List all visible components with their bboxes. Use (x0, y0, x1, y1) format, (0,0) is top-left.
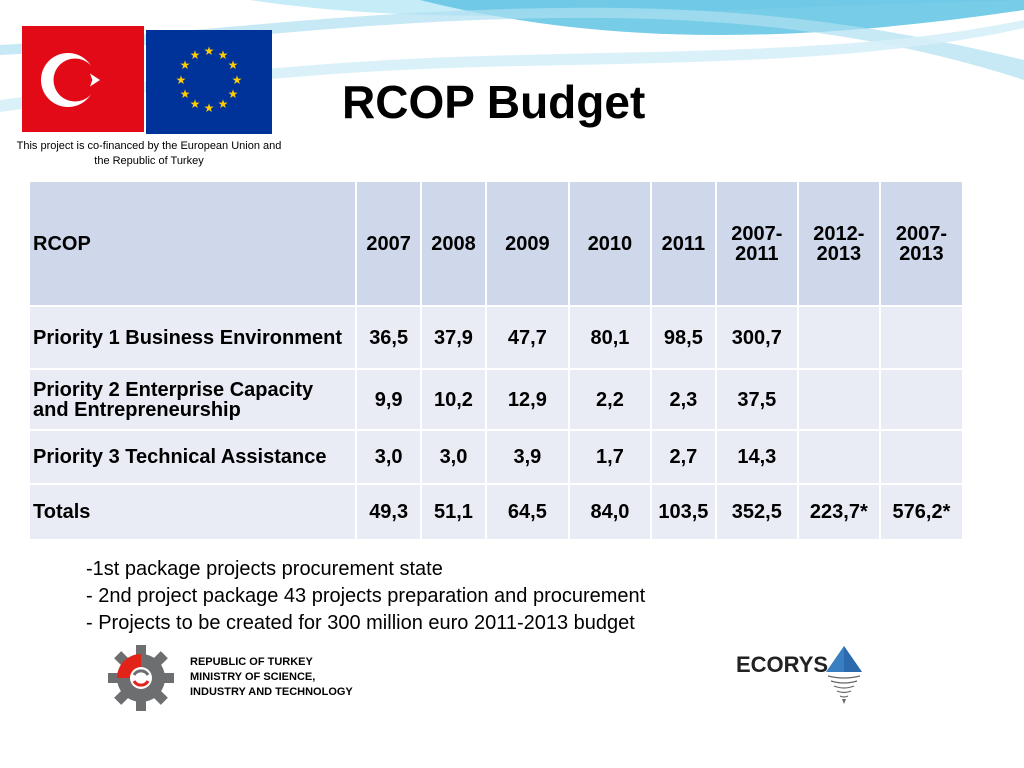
svg-text:★: ★ (232, 73, 243, 87)
budget-table: RCOP 2007 2008 2009 2010 2011 2007-2011 … (28, 180, 964, 541)
row-label: Priority 1 Business Environment (30, 307, 356, 368)
svg-text:★: ★ (204, 101, 215, 115)
slide-title: RCOP Budget (342, 76, 646, 128)
note-item: -1st package projects procurement state (86, 558, 443, 580)
table-cell (880, 370, 962, 429)
header-cell: 2009 (486, 182, 568, 305)
cofinance-text: This project is co-financed by the Europ… (16, 140, 282, 167)
ministry-line: REPUBLIC OF TURKEY (190, 656, 313, 668)
header-cell: 2011 (651, 182, 715, 305)
table-cell: 103,5 (651, 485, 715, 539)
header-cell: RCOP (30, 182, 356, 305)
svg-text:★: ★ (190, 97, 201, 111)
ministry-line: MINISTRY OF SCIENCE, (190, 671, 316, 683)
row-label: Totals (30, 485, 356, 539)
table-cell: 2,7 (651, 431, 715, 483)
header-cell: 2007 (357, 182, 421, 305)
table-cell (880, 431, 962, 483)
table-cell: 223,7* (798, 485, 879, 539)
table-row: Priority 1 Business Environment 36,5 37,… (30, 307, 962, 368)
svg-text:★: ★ (180, 58, 191, 72)
table-cell: 47,7 (486, 307, 568, 368)
header-cell: 2012-2013 (798, 182, 879, 305)
svg-text:★: ★ (204, 44, 215, 58)
ecorys-triangle-icon (826, 646, 862, 704)
header-cell: 2007-2013 (880, 182, 962, 305)
ministry-line: INDUSTRY AND TECHNOLOGY (190, 686, 353, 698)
table-cell: 3,0 (422, 431, 485, 483)
table-cell (880, 307, 962, 368)
svg-text:★: ★ (176, 73, 187, 87)
ministry-name: REPUBLIC OF TURKEY MINISTRY OF SCIENCE, … (190, 655, 353, 700)
decorative-waves (0, 0, 1024, 112)
table-row: Priority 3 Technical Assistance 3,0 3,0 … (30, 431, 962, 483)
table-cell: 80,1 (569, 307, 650, 368)
svg-text:★: ★ (218, 48, 229, 62)
table-cell: 49,3 (357, 485, 421, 539)
header-cell: 2010 (569, 182, 650, 305)
note-item: - Projects to be created for 300 million… (86, 612, 635, 634)
flags-logo: ★ ★ ★ ★ ★ ★ ★ ★ ★ ★ ★ ★ (22, 26, 272, 136)
table-cell (798, 307, 879, 368)
table-header-row: RCOP 2007 2008 2009 2010 2011 2007-2011 … (30, 182, 962, 305)
table-cell: 64,5 (486, 485, 568, 539)
table-cell: 84,0 (569, 485, 650, 539)
header-cell: 2007-2011 (716, 182, 797, 305)
row-label: Priority 3 Technical Assistance (30, 431, 356, 483)
ecorys-logo-text: ECORYS (736, 652, 829, 677)
table-cell: 37,9 (422, 307, 485, 368)
table-cell: 9,9 (357, 370, 421, 429)
table-cell: 2,3 (651, 370, 715, 429)
table-cell: 3,9 (486, 431, 568, 483)
svg-text:★: ★ (228, 87, 239, 101)
row-label: Priority 2 Enterprise Capacity and Entre… (30, 370, 356, 429)
eu-flag-icon: ★ ★ ★ ★ ★ ★ ★ ★ ★ ★ ★ ★ (146, 30, 272, 134)
table-cell: 51,1 (422, 485, 485, 539)
table-cell (798, 370, 879, 429)
table-cell: 37,5 (716, 370, 797, 429)
note-item: - 2nd project package 43 projects prepar… (86, 585, 646, 607)
svg-text:★: ★ (228, 58, 239, 72)
svg-text:★: ★ (180, 87, 191, 101)
table-cell: 1,7 (569, 431, 650, 483)
table-cell: 576,2* (880, 485, 962, 539)
table-row-totals: Totals 49,3 51,1 64,5 84,0 103,5 352,5 2… (30, 485, 962, 539)
table-cell: 3,0 (357, 431, 421, 483)
table-cell (798, 431, 879, 483)
table-cell: 2,2 (569, 370, 650, 429)
table-cell: 12,9 (486, 370, 568, 429)
table-row: Priority 2 Enterprise Capacity and Entre… (30, 370, 962, 429)
table-cell: 352,5 (716, 485, 797, 539)
ministry-gear-icon (108, 645, 174, 711)
notes-list: -1st package projects procurement state … (86, 556, 645, 637)
table-cell: 98,5 (651, 307, 715, 368)
table-cell: 14,3 (716, 431, 797, 483)
table-cell: 300,7 (716, 307, 797, 368)
svg-text:★: ★ (218, 97, 229, 111)
table-cell: 10,2 (422, 370, 485, 429)
header-cell: 2008 (422, 182, 485, 305)
table-cell: 36,5 (357, 307, 421, 368)
svg-text:★: ★ (190, 48, 201, 62)
